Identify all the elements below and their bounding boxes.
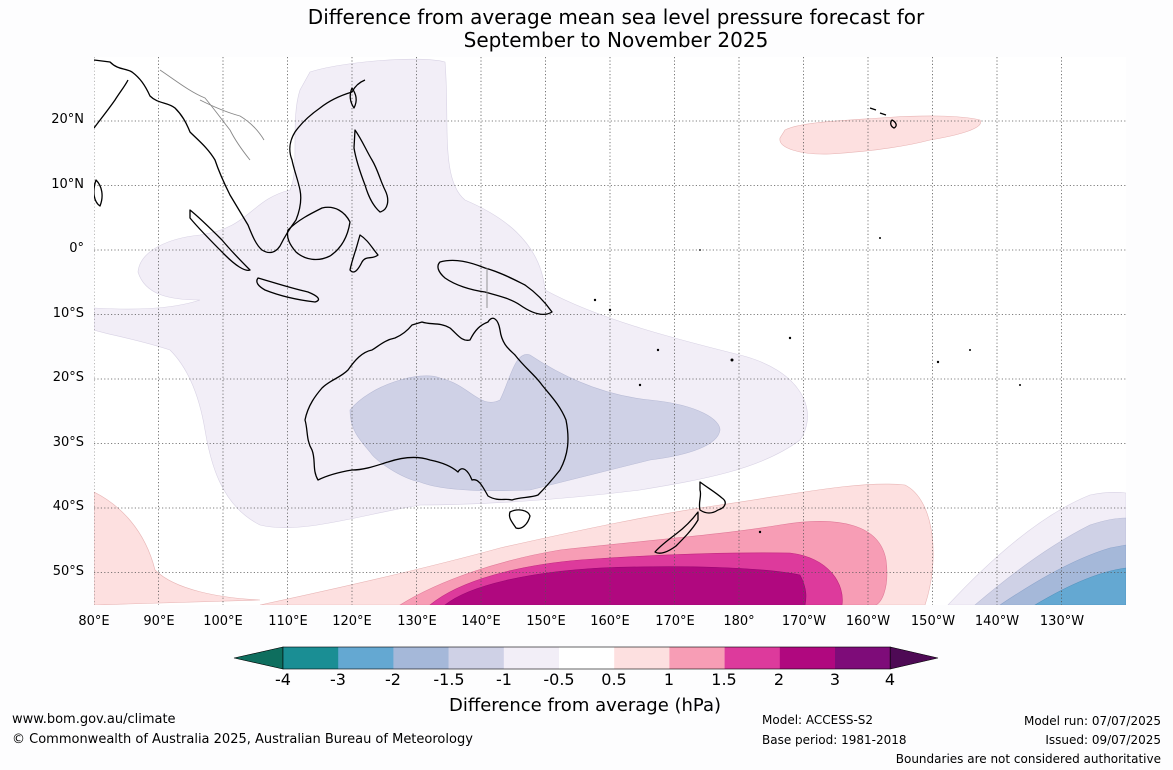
- longitude-label: 110°E: [268, 614, 308, 629]
- coastline-sumatra: [189, 209, 251, 271]
- model-run-date: Model run: 07/07/2025: [1023, 714, 1161, 728]
- coastlines: [94, 59, 897, 554]
- coastline-philippines: [353, 129, 389, 213]
- colorbar-tick-label: -0.5: [543, 670, 575, 689]
- anomaly-region-plus-0.5-southwest: [94, 491, 261, 605]
- colorbar-extend-low: [233, 646, 284, 670]
- longitude-label: 130°E: [397, 614, 437, 629]
- boundaries-disclaimer: Boundaries are not considered authoritat…: [895, 752, 1161, 766]
- colorbar-segment: [503, 647, 560, 669]
- longitude-label: 140°E: [461, 614, 501, 629]
- graticule: [94, 57, 1126, 605]
- base-period: Base period: 1981-2018: [762, 733, 907, 747]
- colorbar-tick-label: -4: [275, 670, 291, 689]
- issued-date: Issued: 09/07/2025: [1045, 733, 1161, 747]
- colorbar-tick-label: 2: [773, 670, 785, 689]
- colorbar-segment: [724, 647, 781, 669]
- colorbar-segment: [448, 647, 505, 669]
- colorbar-segment: [559, 647, 615, 669]
- colorbar-outline: [282, 646, 891, 670]
- coastline-java: [256, 277, 320, 303]
- longitude-label: 100°E: [203, 614, 243, 629]
- longitude-label: 180°: [723, 614, 755, 629]
- colorbar: [233, 646, 939, 670]
- longitude-label: 140°W: [974, 614, 1020, 629]
- longitude-label: 170°W: [781, 614, 827, 629]
- coastline-tasmania: [508, 509, 531, 530]
- longitude-label: 160°E: [590, 614, 630, 629]
- map-title-line-2: September to November 2025: [463, 28, 769, 52]
- colorbar-tick-label: -2: [385, 670, 401, 689]
- map-title-line-1: Difference from average mean sea level p…: [307, 5, 925, 29]
- model-name: Model: ACCESS-S2: [762, 713, 874, 727]
- latitude-label: 20°N: [51, 112, 84, 127]
- colorbar-tick-label: -1: [496, 670, 512, 689]
- coastline-hawaii: [869, 107, 897, 129]
- colorbar-segment: [614, 647, 670, 669]
- country-borders: [159, 69, 488, 308]
- colorbar-segment: [779, 647, 836, 669]
- latitude-label: 10°S: [52, 306, 84, 321]
- colorbar-tick-label: -3: [330, 670, 346, 689]
- coastline-sulawesi: [349, 234, 379, 273]
- latitude-label: 30°S: [52, 435, 84, 450]
- colorbar-tick-label: 4: [884, 670, 896, 689]
- anomaly-region-minus-1-australia: [349, 354, 721, 492]
- longitude-label: 150°E: [526, 614, 566, 629]
- longitude-label: 90°E: [143, 614, 175, 629]
- longitude-label: 80°E: [78, 614, 110, 629]
- website-link[interactable]: www.bom.gov.au/climate: [12, 712, 176, 727]
- longitude-label: 160°W: [845, 614, 891, 629]
- anomaly-region-plus-0.5-north-pacific: [779, 115, 981, 155]
- colorbar-segment: [835, 647, 891, 669]
- longitude-label: 170°E: [655, 614, 695, 629]
- longitude-label: 130°W: [1039, 614, 1085, 629]
- colorbar-title: Difference from average (hPa): [448, 695, 722, 716]
- anomaly-region-minus-2-southeast: [1034, 567, 1126, 605]
- coastline-new-guinea: [437, 259, 553, 316]
- coastline-new-zealand-north: [698, 481, 726, 514]
- colorbar-tick-label: 0.5: [601, 670, 627, 689]
- coastline-borneo: [286, 206, 351, 261]
- latitude-label: 10°N: [51, 177, 84, 192]
- pacific-islands: [593, 237, 1021, 534]
- colorbar-segment: [283, 647, 339, 669]
- latitude-label: 50°S: [52, 564, 84, 579]
- longitude-label: 120°E: [332, 614, 372, 629]
- latitude-label: 40°S: [52, 499, 84, 514]
- anomaly-region-plus-2-southern-ocean: [444, 566, 807, 605]
- colorbar-tick-label: 1: [663, 670, 675, 689]
- coastline-sri-lanka: [94, 179, 103, 207]
- coastline-india: [94, 79, 129, 129]
- copyright-text: © Commonwealth of Australia 2025, Austra…: [12, 732, 473, 747]
- latitude-label: 20°S: [52, 370, 84, 385]
- colorbar-tick-label: -1.5: [433, 670, 465, 689]
- coastline-asia: [94, 59, 366, 254]
- coastline-new-zealand-south: [654, 511, 699, 554]
- longitude-label: 150°W: [910, 614, 956, 629]
- colorbar-extend-high: [889, 646, 939, 670]
- colorbar-segment: [669, 647, 725, 669]
- coastline-taiwan: [349, 87, 357, 109]
- latitude-label: 0°: [69, 241, 84, 256]
- colorbar-tick-label: 1.5: [711, 670, 737, 689]
- coastline-australia: [304, 317, 569, 501]
- colorbar-segment: [393, 647, 449, 669]
- colorbar-segment: [338, 647, 394, 669]
- colorbar-tick-label: 3: [829, 670, 841, 689]
